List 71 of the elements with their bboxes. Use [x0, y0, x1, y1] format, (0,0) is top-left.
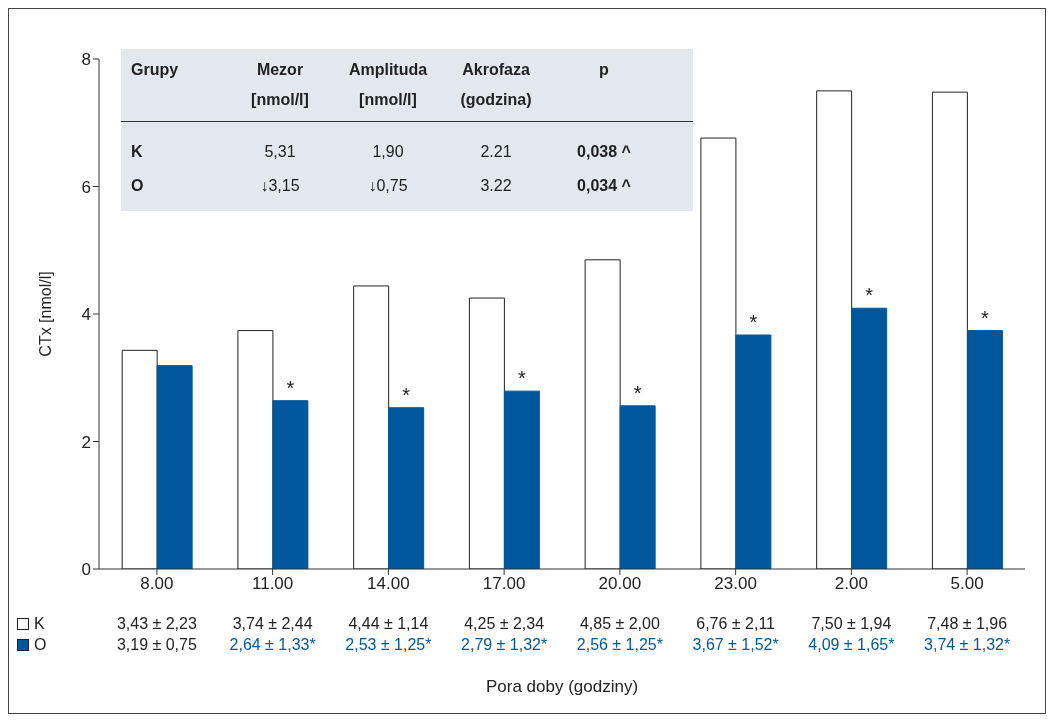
bar — [931, 91, 968, 569]
bar — [388, 407, 425, 569]
annotation: 2.21 — [479, 142, 513, 162]
data-label: 3,74 ± 1,32* — [923, 636, 1012, 654]
y-tick-label: 6 — [81, 177, 91, 197]
x-axis-title: Pora doby (godziny) — [484, 677, 640, 697]
data-label: 2,53 ± 1,25* — [344, 636, 433, 654]
annotation: * — [865, 284, 874, 307]
annotation: 0,038 ^ — [576, 142, 632, 162]
data-label: 4,25 ± 2,34 — [463, 615, 546, 633]
x-tick-label: 20.00 — [598, 574, 642, 594]
x-tick-label: 23.00 — [714, 574, 757, 594]
y-tick-label: 4 — [81, 305, 91, 325]
bar — [121, 349, 158, 569]
y-tick-label: 0 — [81, 560, 91, 580]
data-label: 3,74 ± 2,44 — [231, 615, 314, 633]
data-label: 4,44 ± 1,14 — [347, 615, 430, 633]
data-label: 4,09 ± 1,65* — [807, 636, 896, 654]
data-label: 2,56 ± 1,25* — [575, 636, 664, 654]
annotation: ↓3,15 — [259, 176, 301, 196]
annotation: * — [286, 376, 295, 399]
data-label: 3,19 ± 0,75 — [115, 636, 198, 654]
bar — [851, 307, 888, 569]
data-label: 3,43 ± 2,23 — [115, 615, 198, 633]
annotation: ↓0,75 — [367, 176, 409, 196]
bar — [503, 390, 540, 569]
data-label: 7,50 ± 1,94 — [810, 615, 893, 633]
bar — [700, 137, 737, 569]
x-tick-label: 2.00 — [834, 574, 868, 594]
annotation: 0,034 ^ — [576, 176, 632, 196]
annotation: * — [518, 367, 526, 390]
x-tick-label: 11.00 — [251, 574, 294, 594]
x-tick-label: 5.00 — [950, 574, 984, 594]
bar — [816, 90, 853, 569]
category-label: Mezor [nmol/l] — [250, 60, 310, 110]
category-label: Akrofaza (godzina) — [459, 60, 533, 110]
annotation: 1,90 — [371, 142, 405, 162]
bar — [353, 285, 390, 569]
bar — [584, 259, 621, 569]
bar — [468, 297, 505, 569]
bar — [237, 330, 274, 569]
annotation: K — [131, 142, 144, 162]
data-label: 3,67 ± 1,52* — [691, 636, 780, 654]
bar — [619, 405, 656, 569]
annotation: 5,31 — [263, 142, 297, 162]
legend-label: O — [34, 636, 47, 654]
data-label: 6,76 ± 2,11 — [695, 615, 776, 633]
data-label: 2,64 ± 1,33* — [228, 636, 317, 654]
category-label: Grupy — [131, 60, 180, 80]
data-label: 2,79 ± 1,32* — [460, 636, 549, 654]
x-tick-label: 17.00 — [482, 574, 526, 594]
bar — [966, 330, 1003, 569]
y-tick-label: 8 — [81, 50, 91, 70]
annotation: * — [633, 381, 642, 404]
x-tick-label: 14.00 — [367, 574, 410, 594]
annotation: O — [131, 176, 145, 196]
annotation: * — [749, 311, 758, 334]
bar — [272, 400, 309, 569]
annotation: 3.22 — [479, 176, 513, 196]
bar — [735, 334, 772, 569]
data-label: 7,48 ± 1,96 — [926, 615, 1009, 633]
category-label: Amplituda [nmol/l] — [347, 60, 429, 110]
x-tick-label: 8.00 — [140, 574, 174, 594]
category-label: p — [598, 60, 610, 80]
y-axis-title: CTx [nmol/l] — [36, 271, 54, 357]
legend-label: K — [34, 615, 45, 633]
annotation: * — [402, 383, 411, 406]
y-tick-label: 2 — [81, 432, 91, 452]
bar — [156, 365, 193, 569]
data-label: 4,85 ± 2,00 — [578, 615, 661, 633]
annotation: * — [981, 306, 989, 329]
